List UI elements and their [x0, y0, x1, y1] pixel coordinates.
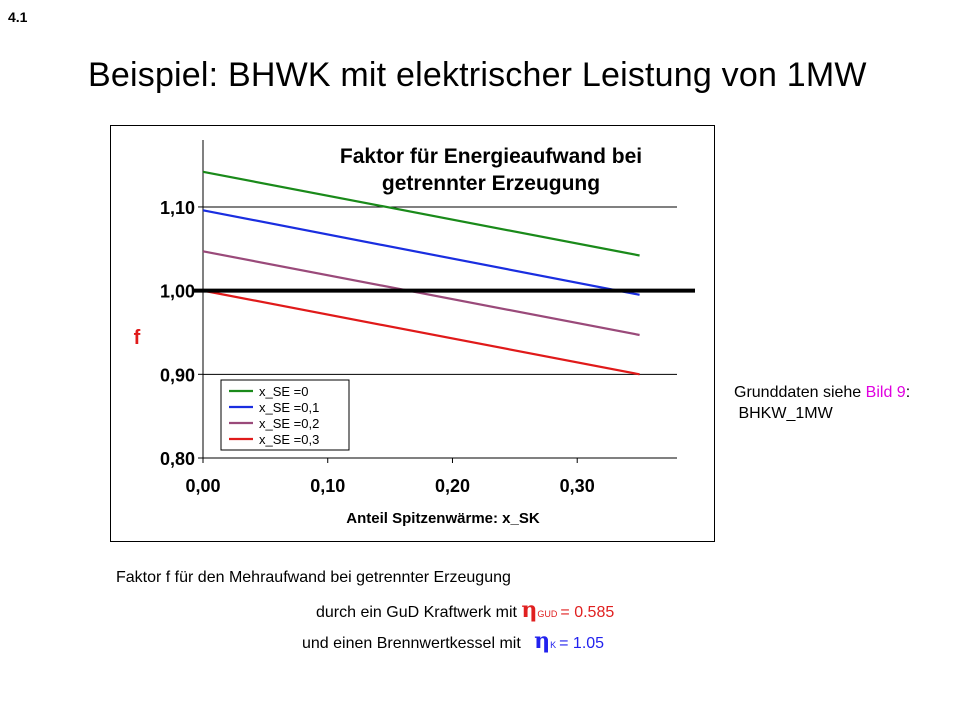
caption-line-1: Faktor f für den Mehraufwand bei getrenn… — [116, 569, 511, 586]
side-note-line-2: BHKW_1MW — [734, 403, 910, 424]
y-tick-label: 1,10 — [160, 198, 195, 218]
side-note-prefix: Grunddaten siehe — [734, 384, 866, 401]
series-line — [202, 170, 640, 257]
eta-k-symbol: η — [534, 628, 551, 654]
eta-k-subscript: K — [550, 640, 557, 650]
side-note-line-1: Grunddaten siehe Bild 9: — [734, 382, 910, 403]
side-note-colon: : — [905, 384, 911, 401]
slide-title: Beispiel: BHWK mit elektrischer Leistung… — [88, 56, 867, 94]
chart-frame: 0,80 0,90 1,00 1,10 0,00 0,10 0,20 0,30 Faktor f… — [110, 125, 715, 542]
x-tick-label: 0,30 — [560, 476, 595, 496]
legend-label: x_SE =0,3 — [259, 432, 319, 447]
x-axis-label: Anteil Spitzenwärme: x_SK — [346, 510, 540, 527]
chart: 0,80 0,90 1,00 1,10 0,00 0,10 0,20 0,30 Faktor f… — [134, 140, 695, 527]
bild-9-link[interactable]: Bild 9 — [865, 384, 906, 401]
legend-label: x_SE =0 — [259, 384, 309, 399]
caption-line-2: durch ein GuD Kraftwerk mit ηGUD = 0.585 — [316, 597, 614, 623]
caption-2-prefix: durch ein GuD Kraftwerk mit — [316, 604, 522, 621]
y-axis-label: f — [134, 327, 141, 349]
legend-label: x_SE =0,1 — [259, 400, 319, 415]
eta-gud-value: = 0.585 — [560, 604, 615, 621]
x-tick-label: 0,00 — [185, 476, 220, 496]
series-line — [202, 250, 640, 337]
eta-k-value: = 1.05 — [559, 635, 605, 652]
series-line — [202, 289, 640, 376]
caption-3-prefix: und einen Brennwertkessel mit — [302, 635, 526, 652]
series-line — [202, 209, 640, 296]
slide-number: 4.1 — [8, 9, 28, 25]
legend-label: x_SE =0,2 — [259, 416, 319, 431]
eta-gud-subscript: GUD — [537, 609, 558, 619]
eta-gud-symbol: η — [521, 597, 538, 623]
x-tick-label: 0,10 — [310, 476, 345, 496]
x-tick-label: 0,20 — [435, 476, 470, 496]
side-note: Grunddaten siehe Bild 9: BHKW_1MW — [734, 382, 910, 424]
y-tick-label: 1,00 — [160, 282, 195, 302]
y-tick-label: 0,80 — [160, 449, 195, 469]
chart-title-line-1: Faktor für Energieaufwand bei — [340, 145, 642, 168]
caption-line-3: und einen Brennwertkessel mit ηK = 1.05 — [302, 628, 604, 654]
chart-title-line-2: getrennter Erzeugung — [382, 172, 600, 195]
side-note-dataset: BHKW_1MW — [738, 405, 833, 422]
y-tick-label: 0,90 — [160, 365, 195, 385]
